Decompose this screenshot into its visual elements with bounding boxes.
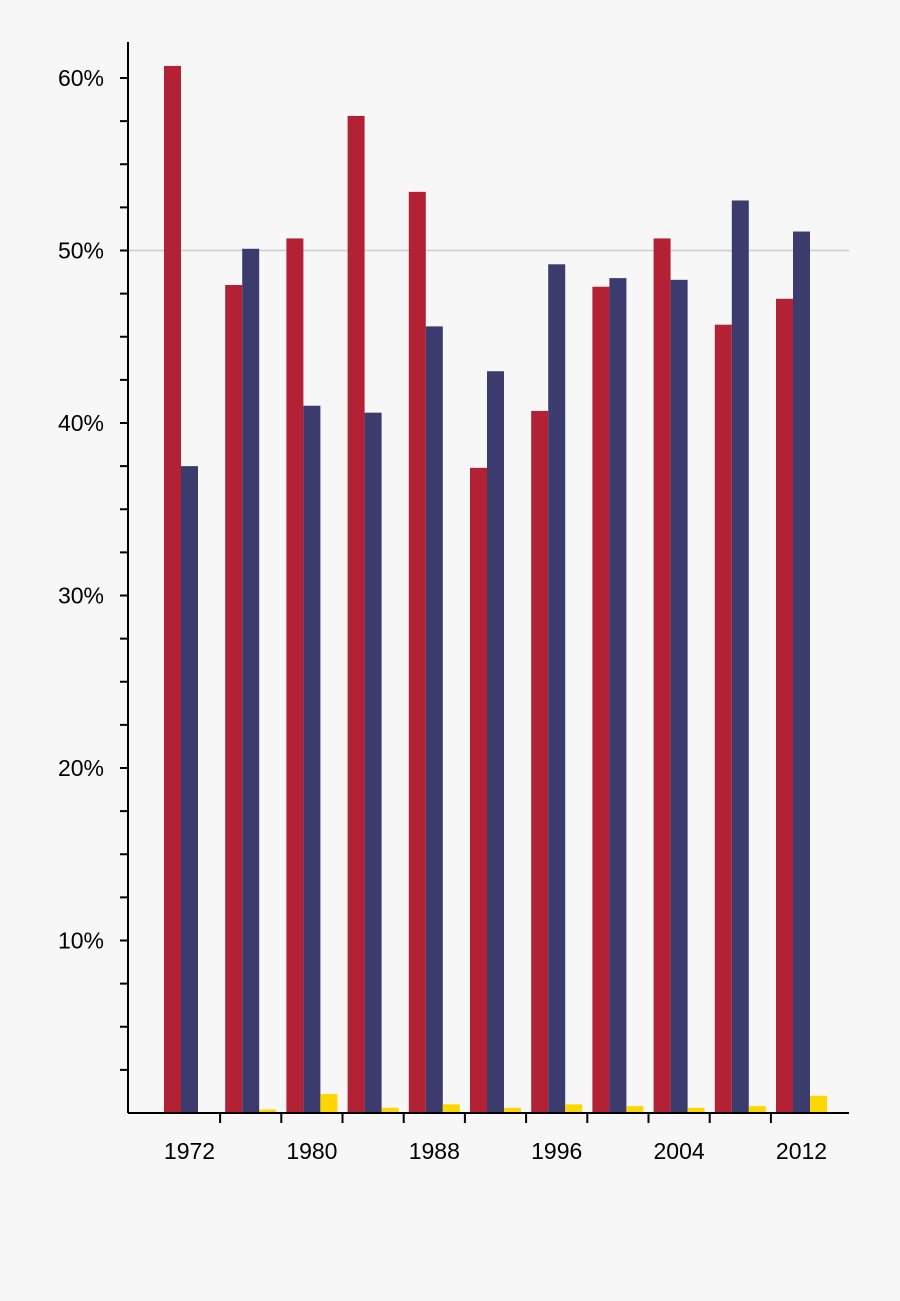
bar-s2-1992	[504, 1107, 521, 1113]
bar-s0-2012	[776, 298, 793, 1113]
y-tick-label: 10%	[58, 928, 104, 954]
bar-s1-1988	[425, 326, 443, 1113]
bar-s2-1996	[565, 1104, 583, 1113]
bar-s1-1980	[303, 405, 321, 1113]
y-tick-label: 60%	[58, 65, 104, 91]
x-tick-label: 1996	[531, 1138, 582, 1164]
axes-layer	[120, 42, 849, 1123]
bar-s1-1996	[548, 264, 566, 1113]
bar-s0-1984	[347, 115, 365, 1113]
x-tick-label: 1988	[409, 1138, 460, 1164]
bar-s0-1972	[164, 65, 181, 1113]
x-tick-label: 2012	[776, 1138, 827, 1164]
bar-s0-2004	[653, 238, 671, 1114]
bar-s2-2008	[748, 1106, 766, 1113]
y-tick-label: 50%	[58, 238, 104, 264]
y-tick-label: 20%	[58, 755, 104, 781]
bar-s1-1984	[364, 412, 382, 1113]
bars-layer	[164, 65, 827, 1114]
x-tick-label: 1980	[286, 1138, 337, 1164]
bar-s1-2008	[731, 200, 749, 1114]
x-tick-label: 1972	[164, 1138, 215, 1164]
bar-s0-1980	[286, 238, 304, 1114]
bar-s0-1992	[470, 467, 487, 1114]
y-tick-label: 40%	[58, 410, 104, 436]
bar-s0-1988	[408, 191, 426, 1114]
bar-s2-1976	[259, 1109, 277, 1113]
bar-s0-2008	[714, 324, 732, 1113]
bar-s0-2000	[592, 286, 610, 1114]
bar-s1-1976	[242, 248, 260, 1113]
bar-s1-2004	[670, 279, 688, 1113]
bar-s1-2012	[793, 231, 810, 1113]
y-tick-label: 30%	[58, 583, 104, 609]
x-tick-label: 2004	[654, 1138, 705, 1164]
bar-s2-1988	[442, 1104, 460, 1113]
bar-s1-1972	[181, 466, 198, 1113]
bar-s0-1976	[225, 285, 243, 1113]
bar-s2-2012	[810, 1095, 827, 1113]
bar-s2-2000	[626, 1106, 644, 1113]
bar-s2-1984	[381, 1107, 399, 1113]
bar-s1-2000	[609, 278, 627, 1114]
bar-s0-1996	[531, 410, 549, 1113]
bar-s2-1980	[320, 1094, 338, 1113]
bar-s2-2004	[687, 1107, 705, 1113]
bar-s1-1992	[487, 371, 504, 1113]
tick-labels-layer: 10% 20% 30% 40% 50% 60% 1972 1980 1988 1996 2004 20…	[58, 65, 827, 1164]
